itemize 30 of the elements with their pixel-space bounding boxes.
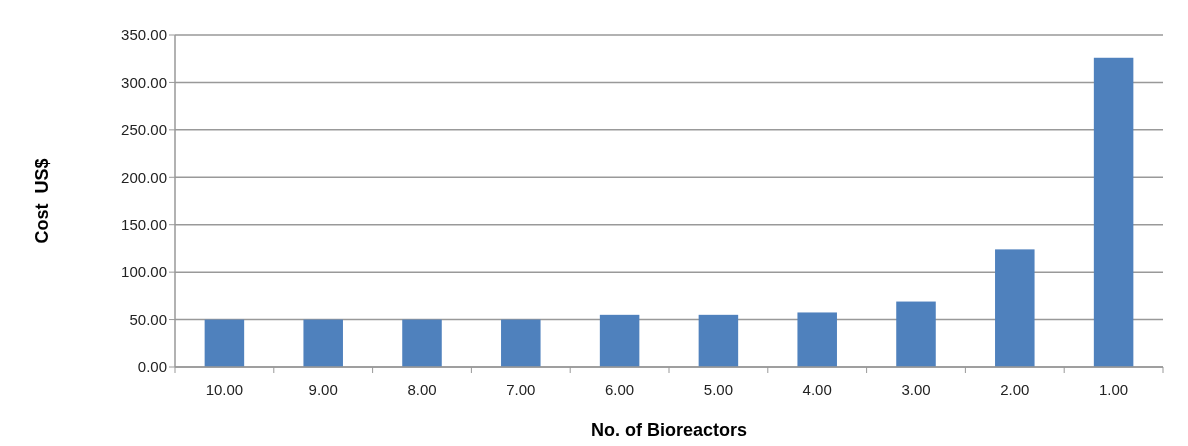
x-tick-label: 5.00: [703, 381, 733, 398]
x-axis-title: No. of Bioreactors: [590, 420, 748, 440]
bar: [303, 319, 343, 367]
x-tick-label: 10.00: [205, 381, 244, 398]
bar: [402, 319, 442, 367]
x-tick-label: 9.00: [308, 381, 338, 398]
y-tick-label: 200.00: [121, 168, 167, 186]
bar: [797, 312, 837, 367]
bar: [599, 314, 640, 367]
x-tick-label: 8.00: [407, 381, 437, 398]
bar: [501, 319, 541, 367]
y-tick-label: 350.00: [121, 26, 167, 44]
y-tick-label: 300.00: [121, 73, 167, 91]
x-tick-label: 2.00: [1000, 381, 1030, 398]
bar: [896, 301, 936, 367]
y-tick-label: 150.00: [121, 215, 167, 233]
bar: [698, 314, 739, 367]
x-tick-label: 6.00: [605, 381, 635, 398]
y-tick-label: 100.00: [121, 263, 167, 281]
y-tick-label: 50.00: [129, 310, 167, 328]
bar: [1093, 57, 1134, 367]
bar: [204, 319, 245, 367]
y-tick-label: 0.00: [137, 358, 167, 376]
x-tick-label: 4.00: [802, 381, 832, 398]
x-tick-label: 3.00: [901, 381, 931, 398]
x-tick-label: 7.00: [506, 381, 536, 398]
y-axis-title: Cost US$: [32, 158, 52, 244]
x-tick-label: 1.00: [1099, 381, 1129, 398]
y-tick-label: 250.00: [121, 121, 167, 139]
bar: [995, 249, 1035, 367]
